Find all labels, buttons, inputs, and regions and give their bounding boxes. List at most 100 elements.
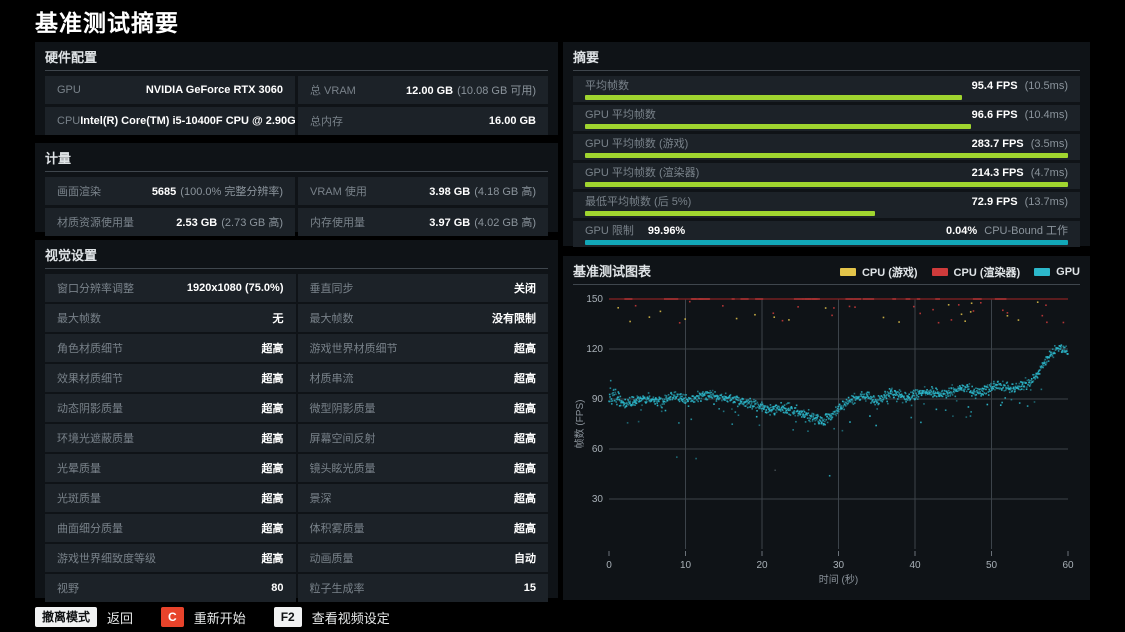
summary-row-line: 平均帧数 95.4 FPS (10.5ms) xyxy=(585,80,1068,92)
summary-panel-title: 摘要 xyxy=(573,46,1080,71)
setting-label: 游戏世界细致度等级 xyxy=(57,553,156,565)
setting-label: 窗口分辨率调整 xyxy=(57,283,134,295)
svg-text:帧数 (FPS): 帧数 (FPS) xyxy=(573,400,586,449)
setting-value: 超高 xyxy=(261,403,284,415)
legend-item: CPU (游戏) xyxy=(839,264,918,280)
visual-row: 体积雾质量 超高 xyxy=(297,514,548,542)
setting-value: 3.98 GB (4.18 GB 高) xyxy=(429,186,536,198)
summary-label: 最低平均帧数 (后 5%) xyxy=(585,196,692,208)
setting-label: 景深 xyxy=(309,493,332,505)
setting-label: 粒子生成率 xyxy=(309,583,365,595)
summary-bar xyxy=(585,182,1068,187)
setting-label: 角色材质细节 xyxy=(57,343,123,355)
legend-swatch xyxy=(839,268,856,276)
setting-label: 最大帧数 xyxy=(309,313,354,325)
benchmark-chart: 30 60 90 120 150 0 10 20 30 40 50 60 时间 (秒) 帧数 (FPS) xyxy=(573,289,1076,595)
setting-value: 超高 xyxy=(514,493,536,505)
legend-swatch xyxy=(1034,268,1051,276)
setting-value: 超高 xyxy=(261,553,284,565)
hardware-row: 总内存 16.00 GB xyxy=(298,107,548,135)
setting-label: 视野 xyxy=(57,583,79,595)
summary-row: GPU 平均帧数 (渲染器) 214.3 FPS (4.7ms) xyxy=(573,163,1080,189)
visual-row: 垂直同步 关闭 xyxy=(297,274,548,302)
setting-value: 超高 xyxy=(261,343,284,355)
footer-keybar: 撤离模式 返回 C 重新开始 F2 查看视频设定 xyxy=(35,607,390,627)
setting-label: 光晕质量 xyxy=(57,463,101,475)
key-badge[interactable]: 撤离模式 xyxy=(35,607,98,627)
key-badge[interactable]: C xyxy=(161,607,184,627)
footer-action-label[interactable]: 查看视频设定 xyxy=(311,610,390,626)
setting-label: 最大帧数 xyxy=(57,313,101,325)
hardware-row: 总 VRAM 12.00 GB (10.08 GB 可用) xyxy=(298,76,548,104)
svg-text:90: 90 xyxy=(592,394,604,405)
legend-swatch xyxy=(931,268,948,276)
setting-value: 超高 xyxy=(514,523,536,535)
setting-value: 1920x1080 (75.0%) xyxy=(186,282,284,294)
summary-value: 283.7 FPS (3.5ms) xyxy=(971,138,1068,150)
setting-value: 3.97 GB (4.02 GB 高) xyxy=(429,217,536,229)
visual-row: 微型阴影质量 超高 xyxy=(297,394,548,422)
summary-value-note: (13.7ms) xyxy=(1021,196,1068,208)
setting-value: 超高 xyxy=(261,523,284,535)
setting-label: 画面渲染 xyxy=(57,186,101,198)
summary-row-line: GPU 限制 99.96% 0.04% CPU-Bound 工作 xyxy=(585,225,1068,237)
setting-label: GPU xyxy=(57,84,81,96)
setting-value: 关闭 xyxy=(514,283,536,295)
setting-label: 动画质量 xyxy=(309,553,354,565)
right-column: 摘要 平均帧数 95.4 FPS (10.5ms) GPU 平均帧数 96.6 FPS… xyxy=(563,42,1090,600)
hardware-panel-title: 硬件配置 xyxy=(45,46,548,71)
summary-value: 72.9 FPS (13.7ms) xyxy=(971,196,1068,208)
hardware-row: GPU NVIDIA GeForce RTX 3060 xyxy=(45,76,295,104)
visual-row: 光斑质量 超高 xyxy=(45,484,296,512)
key-badge[interactable]: F2 xyxy=(273,607,302,627)
footer-action-返回: 撤离模式 返回 xyxy=(35,607,133,627)
setting-value: 5685 (100.0% 完整分辨率) xyxy=(151,186,283,198)
summary-bar xyxy=(585,153,1068,158)
visual-row: 最大帧数 无 xyxy=(45,304,296,332)
svg-text:30: 30 xyxy=(592,494,604,505)
setting-note: (4.18 GB 高) xyxy=(474,186,536,198)
summary-row: GPU 平均帧数 96.6 FPS (10.4ms) xyxy=(573,105,1080,131)
page-title: 基准测试摘要 xyxy=(35,10,179,36)
summary-value-note: CPU-Bound 工作 xyxy=(981,225,1068,237)
footer-action-重新开始: C 重新开始 xyxy=(161,607,246,627)
visual-row: 粒子生成率 15 xyxy=(297,574,548,602)
setting-label: CPU xyxy=(57,115,81,127)
left-column: 硬件配置 GPU NVIDIA GeForce RTX 3060 总 VRAM 12.… xyxy=(35,42,558,602)
setting-label: 镜头眩光质量 xyxy=(309,463,376,475)
setting-note: (4.02 GB 高) xyxy=(474,217,536,229)
visual-row: 最大帧数 没有限制 xyxy=(297,304,548,332)
summary-row-line: 最低平均帧数 (后 5%) 72.9 FPS (13.7ms) xyxy=(585,196,1068,208)
summary-label: GPU 平均帧数 (渲染器) xyxy=(585,167,700,179)
legend-label: CPU (渲染器) xyxy=(953,267,1021,279)
summary-value-note: (10.5ms) xyxy=(1021,80,1068,92)
setting-label: 材质资源使用量 xyxy=(57,217,134,229)
visual-row: 游戏世界材质细节 超高 xyxy=(297,334,548,362)
hardware-row: CPU Intel(R) Core(TM) i5-10400F CPU @ 2.9… xyxy=(45,107,295,135)
setting-label: 材质串流 xyxy=(309,373,354,385)
svg-text:40: 40 xyxy=(909,560,921,571)
setting-value: 超高 xyxy=(514,433,536,445)
svg-text:120: 120 xyxy=(586,344,603,355)
visual-row: 窗口分辨率调整 1920x1080 (75.0%) xyxy=(45,274,296,302)
setting-value: NVIDIA GeForce RTX 3060 xyxy=(145,84,283,96)
visual-row: 材质串流 超高 xyxy=(297,364,548,392)
visual-row: 角色材质细节 超高 xyxy=(45,334,296,362)
hardware-panel: 硬件配置 GPU NVIDIA GeForce RTX 3060 总 VRAM 12.… xyxy=(35,42,558,135)
legend-label: CPU (游戏) xyxy=(861,267,918,279)
visual-settings-panel: 视觉设置 窗口分辨率调整 1920x1080 (75.0%) 垂直同步 关闭 最大帧数 无… xyxy=(35,240,558,602)
svg-text:150: 150 xyxy=(586,294,603,305)
footer-action-label[interactable]: 重新开始 xyxy=(193,610,246,626)
footer-action-label[interactable]: 返回 xyxy=(107,610,134,626)
visual-row: 游戏世界细致度等级 超高 xyxy=(45,544,296,572)
setting-label: 屏幕空间反射 xyxy=(309,433,376,445)
summary-bar xyxy=(585,95,962,100)
summary-bar xyxy=(585,124,972,129)
setting-value: 80 xyxy=(271,582,284,594)
legend-item: CPU (渲染器) xyxy=(931,264,1021,280)
setting-label: 垂直同步 xyxy=(309,283,354,295)
setting-note: (100.0% 完整分辨率) xyxy=(180,186,283,198)
svg-text:20: 20 xyxy=(756,560,768,571)
summary-panel: 摘要 平均帧数 95.4 FPS (10.5ms) GPU 平均帧数 96.6 FPS… xyxy=(563,42,1090,247)
metrics-row: 画面渲染 5685 (100.0% 完整分辨率) xyxy=(45,177,295,205)
